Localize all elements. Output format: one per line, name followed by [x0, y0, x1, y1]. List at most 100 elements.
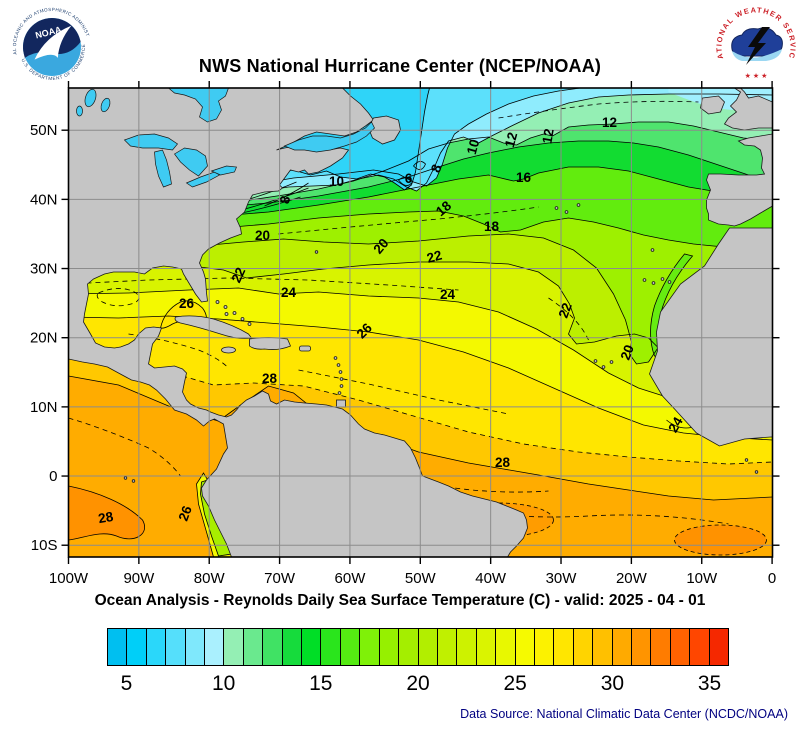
- colorbar-cell: [418, 629, 438, 665]
- contour-label: 26: [179, 296, 195, 311]
- sst-contour-line: [68, 287, 773, 409]
- land-bahamas: [215, 300, 252, 326]
- grid-lines: [68, 88, 773, 557]
- colorbar-cell: [185, 629, 206, 665]
- contour-label: 28: [97, 509, 115, 526]
- colorbar-cell: [146, 629, 167, 665]
- colorbar-cell: [321, 629, 341, 665]
- colorbar-cell: [631, 629, 652, 665]
- colorbar-tick-label: 25: [503, 672, 527, 695]
- colorbar-tick-label: 5: [120, 672, 133, 695]
- colorbar-tick-label: 15: [309, 672, 333, 695]
- contour-label: 28: [262, 371, 278, 386]
- sst-contour-line: [68, 140, 773, 215]
- contour-label: 26: [176, 503, 195, 523]
- colorbar-cell: [166, 629, 186, 665]
- colorbar-cell: [437, 629, 458, 665]
- nws-wave-icon: [732, 49, 782, 61]
- colorbar-cell: [476, 629, 497, 665]
- colorbar-tick-label: 35: [697, 672, 722, 695]
- contour-label: 12: [502, 131, 520, 149]
- colorbar-cell: [243, 629, 264, 665]
- x-axis-label: 50W: [405, 570, 437, 587]
- land-europe-iberia: [706, 133, 773, 227]
- colorbar-cell: [496, 629, 516, 665]
- colorbar-tick-label: 10: [211, 672, 236, 695]
- x-axis-labels: 100W 90W 80W 70W 60W 50W 40W 30W 20W 10W 0: [49, 570, 776, 587]
- colorbar-cell: [612, 629, 632, 665]
- colorbar-cell: [709, 629, 728, 665]
- lake-huron: [173, 147, 208, 177]
- y-axis-label: 30N: [30, 261, 58, 278]
- lakes: [76, 88, 375, 188]
- contour-label: 22: [228, 265, 248, 285]
- colorbar-cell: [224, 629, 244, 665]
- colorbar-cell: [263, 629, 283, 665]
- colorbar-cell: [282, 629, 303, 665]
- land: [68, 88, 773, 557]
- guinea-warm-blob: [674, 524, 767, 556]
- colorbar-cell: [515, 629, 535, 665]
- contour-label: 10: [464, 138, 482, 156]
- colorbar: [107, 628, 729, 666]
- x-axis-label: 60W: [335, 570, 367, 587]
- land-trinidad: [336, 399, 346, 408]
- sst-contour-line: [68, 261, 773, 371]
- colorbar-cell: [340, 629, 361, 665]
- y-axis-label: 40N: [30, 191, 58, 208]
- x-axis-label: 100W: [49, 570, 89, 587]
- land-puertorico: [299, 345, 311, 352]
- colorbar-cell: [127, 629, 147, 665]
- nws-stars: ★ ★ ★: [745, 72, 768, 80]
- x-axis-label: 20W: [616, 570, 648, 587]
- x-axis-label: 10W: [686, 570, 718, 587]
- y-axis-label: 0: [49, 468, 57, 485]
- land-small-islands: [123, 203, 759, 483]
- colorbar-labels: 5 10 15 20 25 30 35: [0, 672, 800, 698]
- page-title: NWS National Hurricane Center (NCEP/NOAA…: [198, 56, 602, 76]
- contour-label: 24: [665, 414, 686, 435]
- y-axis-label: 50N: [30, 122, 58, 139]
- map-border: [67, 87, 774, 558]
- colorbar-cell: [399, 629, 419, 665]
- contour-label: 22: [556, 301, 575, 320]
- x-axis-label: 70W: [264, 570, 296, 587]
- pacific-warm-blob: [68, 485, 145, 541]
- contour-label: 6: [405, 171, 413, 186]
- contour-label: 28: [495, 455, 511, 470]
- lake-hudson-james-bay: [167, 88, 229, 123]
- contour-label: 24: [440, 287, 456, 302]
- gulf-st-lawrence: [283, 121, 375, 153]
- sst-contour-line: [68, 93, 773, 196]
- nws-lightning-icon: [746, 27, 770, 65]
- axis-ticks: [61, 81, 780, 564]
- lake-ontario: [210, 165, 237, 176]
- colorbar-cell: [651, 629, 671, 665]
- colorbar-cell: [593, 629, 613, 665]
- y-axis-label: 10N: [30, 399, 58, 416]
- lake-erie: [185, 171, 221, 188]
- x-axis-label: 30W: [546, 570, 578, 587]
- contour-label: 22: [425, 247, 443, 265]
- sst-contour-line: [68, 210, 773, 252]
- x-axis-label: 0: [768, 570, 776, 587]
- contour-label: 10: [329, 174, 344, 189]
- colorbar-tick-label: 30: [600, 672, 625, 695]
- x-axis-label: 80W: [194, 570, 226, 587]
- contour-label: 18: [484, 219, 500, 234]
- colorbar-cell: [670, 629, 691, 665]
- sst-contour-line: [68, 233, 773, 365]
- noaa-logo: NATIONAL OCEANIC AND ATMOSPHERIC ADMINIS…: [8, 3, 96, 91]
- sst-contour-line: [68, 121, 773, 207]
- land-americas: [68, 88, 528, 557]
- contour-label: 12: [539, 128, 556, 145]
- land-hispaniola: [249, 337, 292, 350]
- colorbar-cell: [360, 629, 380, 665]
- contour-label: 20: [618, 343, 637, 362]
- contour-label: 24: [281, 285, 297, 300]
- colorbar-tick-label: 20: [406, 672, 430, 695]
- lake-superior: [123, 133, 179, 151]
- data-source-text: Data Source: National Climatic Data Cent…: [460, 707, 788, 721]
